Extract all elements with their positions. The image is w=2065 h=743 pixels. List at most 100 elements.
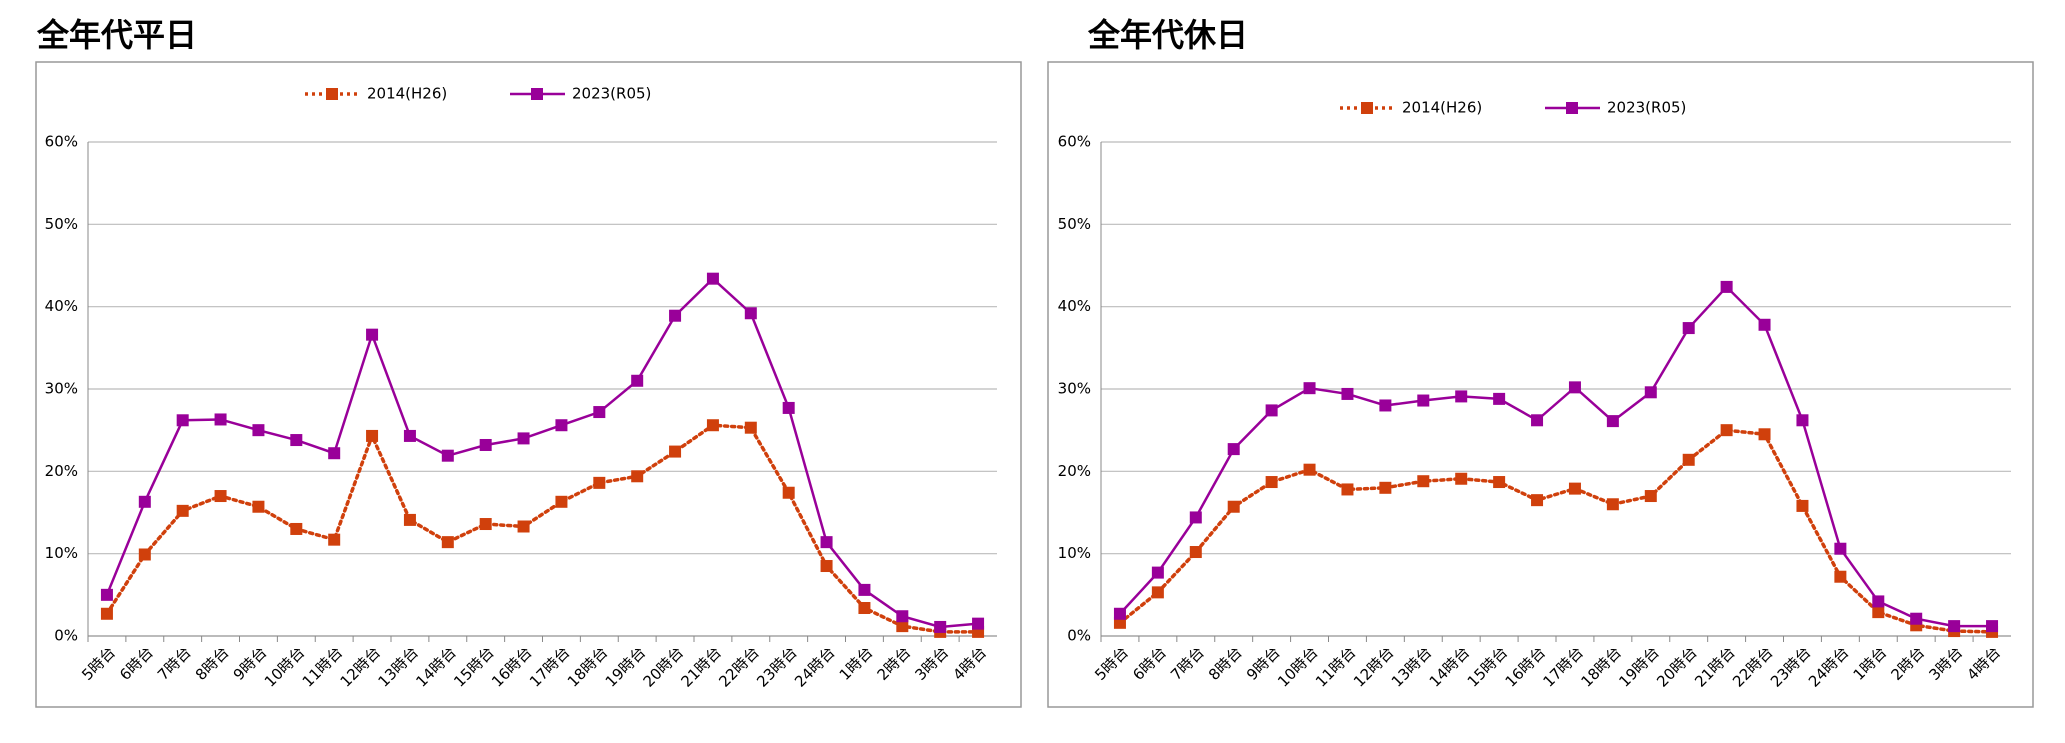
legend-label: 2014(H26)	[1402, 99, 1482, 117]
marker	[1379, 399, 1392, 412]
marker	[1341, 387, 1354, 400]
marker	[1834, 570, 1847, 583]
marker	[1227, 443, 1240, 456]
marker	[328, 533, 341, 546]
marker	[1872, 606, 1885, 619]
marker	[1758, 318, 1771, 331]
marker	[1531, 494, 1544, 507]
legend-marker	[326, 88, 338, 100]
y-tick-label: 50%	[1058, 215, 1091, 233]
marker	[820, 536, 833, 549]
marker	[403, 429, 416, 442]
marker	[479, 438, 492, 451]
marker	[1417, 394, 1430, 407]
marker	[138, 495, 151, 508]
marker	[1568, 482, 1581, 495]
y-tick-label: 60%	[1058, 133, 1091, 151]
y-tick-label: 40%	[45, 297, 78, 315]
marker	[1948, 620, 1961, 633]
marker	[290, 522, 303, 535]
marker	[1720, 424, 1733, 437]
marker	[706, 419, 719, 432]
y-tick-label: 40%	[1058, 297, 1091, 315]
marker	[669, 445, 682, 458]
y-tick-label: 60%	[45, 133, 78, 151]
marker	[1910, 612, 1923, 625]
marker	[1265, 476, 1278, 489]
marker	[1986, 620, 1999, 633]
marker	[1417, 475, 1430, 488]
series-line	[105, 276, 980, 629]
marker	[1834, 542, 1847, 555]
marker	[631, 374, 644, 387]
marker	[744, 421, 757, 434]
marker	[479, 518, 492, 531]
y-tick-label: 0%	[1067, 627, 1091, 645]
marker	[593, 406, 606, 419]
marker	[176, 414, 189, 427]
y-tick-label: 30%	[1058, 380, 1091, 398]
marker	[820, 560, 833, 573]
marker	[138, 548, 151, 561]
marker	[1493, 476, 1506, 489]
marker	[858, 602, 871, 615]
marker	[782, 401, 795, 414]
marker	[934, 620, 947, 633]
series-line	[1118, 285, 1994, 628]
marker	[1872, 595, 1885, 608]
legend-label: 2023(R05)	[572, 85, 651, 103]
marker	[1341, 483, 1354, 496]
y-tick-label: 0%	[54, 627, 78, 645]
series-line	[105, 423, 980, 634]
marker	[1493, 392, 1506, 405]
legend-marker	[531, 88, 543, 100]
marker	[1606, 415, 1619, 428]
marker	[896, 610, 909, 623]
marker	[441, 536, 454, 549]
marker	[1606, 498, 1619, 511]
legend-marker	[1566, 102, 1578, 114]
marker	[290, 434, 303, 447]
marker	[669, 309, 682, 322]
marker	[896, 620, 909, 633]
marker	[100, 588, 113, 601]
marker	[517, 432, 530, 445]
marker	[176, 504, 189, 517]
marker	[441, 449, 454, 462]
marker	[593, 476, 606, 489]
marker	[555, 495, 568, 508]
marker	[403, 513, 416, 526]
marker	[1758, 428, 1771, 441]
marker	[1796, 414, 1809, 427]
marker	[1151, 586, 1164, 599]
marker	[1531, 414, 1544, 427]
marker	[1227, 500, 1240, 513]
marker	[1682, 453, 1695, 466]
marker	[555, 419, 568, 432]
legend-marker	[1361, 102, 1373, 114]
chart-title: 全年代平日	[36, 16, 197, 54]
marker	[744, 307, 757, 320]
y-tick-label: 50%	[45, 215, 78, 233]
marker	[366, 429, 379, 442]
marker	[1113, 616, 1126, 629]
marker	[1720, 280, 1733, 293]
marker	[100, 607, 113, 620]
marker	[1303, 382, 1316, 395]
series-line	[1118, 428, 1994, 634]
marker	[517, 520, 530, 533]
marker	[858, 583, 871, 596]
marker	[1265, 404, 1278, 417]
y-tick-label: 20%	[1058, 462, 1091, 480]
marker	[1682, 322, 1695, 335]
marker	[1113, 607, 1126, 620]
marker	[252, 500, 265, 513]
chart-frame	[35, 61, 1022, 708]
marker	[1568, 381, 1581, 394]
marker	[1151, 566, 1164, 579]
marker	[1189, 511, 1202, 524]
marker	[1644, 386, 1657, 399]
marker	[972, 617, 985, 630]
marker	[1303, 463, 1316, 476]
y-tick-label: 30%	[45, 380, 78, 398]
